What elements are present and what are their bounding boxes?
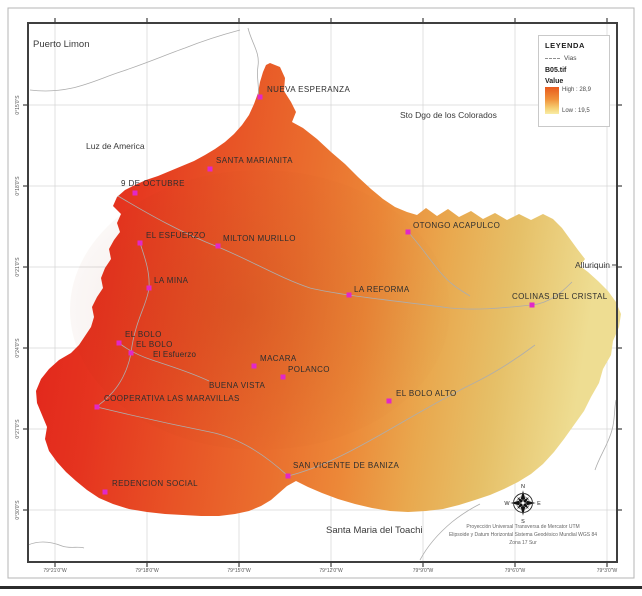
outside-label-puerto-limon: Puerto Limon xyxy=(33,39,90,50)
legend-raster-name: B05.tif xyxy=(545,67,567,74)
point-marker xyxy=(529,302,535,308)
point-marker xyxy=(280,374,286,380)
place-label: EL ESFUERZO xyxy=(146,231,206,240)
projection-line-1: Proyección Universal Transversa de Merca… xyxy=(466,524,579,530)
lat-tick-labels: 0°15'0"S 0°18'0"S 0°21'0"S 0°24'0"S 0°27… xyxy=(15,95,21,520)
lon-tick: 79°3'0"W xyxy=(597,568,618,574)
legend-value-label: Value xyxy=(545,78,564,85)
lon-tick: 79°21'0"W xyxy=(43,568,67,574)
outer-border xyxy=(7,7,635,579)
compass-n-label: N xyxy=(521,484,525,490)
projection-note: Proyección Universal Transversa de Merca… xyxy=(449,524,597,546)
raster-region xyxy=(36,63,621,516)
place-label: SAN VICENTE DE BANIZA xyxy=(293,461,399,470)
place-label: El Esfuerzo xyxy=(153,350,196,359)
outside-label-sto-dgo: Sto Dgo de los Colorados xyxy=(400,110,497,120)
place-label: EL BOLO xyxy=(136,340,173,349)
point-marker xyxy=(128,350,134,356)
place-label: MACARA xyxy=(260,354,297,363)
point-marker xyxy=(346,292,352,298)
lat-tick: 0°24'0"S xyxy=(15,338,21,358)
outside-label-luz-de-america: Luz de America xyxy=(86,141,145,151)
lon-tick: 79°18'0"W xyxy=(135,568,159,574)
lat-tick: 0°27'0"S xyxy=(15,419,21,439)
outside-label-alluriquin: Alluriquin xyxy=(575,260,610,270)
place-label: REDENCION SOCIAL xyxy=(112,479,198,488)
point-markers xyxy=(94,94,535,495)
place-label: LA REFORMA xyxy=(354,285,410,294)
compass-s-label: S xyxy=(521,519,525,525)
projection-line-3: Zona 17 Sur xyxy=(509,540,537,546)
lon-tick: 79°12'0"W xyxy=(319,568,343,574)
place-label: COLINAS DEL CRISTAL xyxy=(512,292,608,301)
raster-gradient-swatch xyxy=(545,87,559,114)
frame-ticks xyxy=(23,18,622,567)
point-marker xyxy=(215,243,221,249)
point-marker xyxy=(386,398,392,404)
place-label: MILTON MURILLO xyxy=(223,234,296,243)
point-marker xyxy=(146,285,152,291)
outside-label-santa-maria: Santa Maria del Toachi xyxy=(326,525,422,536)
legend-low-label: Low : 19,5 xyxy=(562,108,590,114)
bottom-divider xyxy=(0,586,642,589)
point-marker xyxy=(405,229,411,235)
lon-tick: 79°15'0"W xyxy=(227,568,251,574)
map-frame xyxy=(27,22,618,563)
point-marker xyxy=(251,363,257,369)
place-label: 9 DE OCTUBRE xyxy=(121,179,185,188)
point-marker xyxy=(116,340,122,346)
outside-labels: Puerto Limon Sto Dgo de los Colorados Lu… xyxy=(33,39,618,536)
compass-e-label: E xyxy=(537,501,541,507)
lat-tick: 0°18'0"S xyxy=(15,176,21,196)
projection-line-2: Elipsoide y Datum Horizontal Sistema Geo… xyxy=(449,532,597,538)
lon-tick: 79°9'0"W xyxy=(413,568,434,574)
point-marker xyxy=(285,473,291,479)
legend-title: LEYENDA xyxy=(545,41,586,50)
point-marker xyxy=(94,404,100,410)
legend-vias-label: Vias xyxy=(564,55,577,62)
point-marker xyxy=(132,190,138,196)
place-labels: NUEVA ESPERANZA SANTA MARIANITA 9 DE OCT… xyxy=(104,85,608,488)
vias-line-icon xyxy=(545,58,560,59)
place-label: SANTA MARIANITA xyxy=(216,156,293,165)
place-label: LA MINA xyxy=(154,276,189,285)
point-marker xyxy=(207,166,213,172)
point-marker xyxy=(257,94,263,100)
place-label: EL BOLO xyxy=(125,330,162,339)
place-label: NUEVA ESPERANZA xyxy=(267,85,350,94)
place-label: EL BOLO ALTO xyxy=(396,389,457,398)
place-label: COOPERATIVA LAS MARAVILLAS xyxy=(104,394,240,403)
compass-w-label: W xyxy=(504,501,510,507)
legend-high-label: High : 28,9 xyxy=(562,87,592,93)
lat-tick: 0°15'0"S xyxy=(15,95,21,115)
point-marker xyxy=(102,489,108,495)
place-label: OTONGO ACAPULCO xyxy=(413,221,500,230)
place-label: BUENA VISTA xyxy=(209,381,266,390)
lat-tick: 0°30'0"S xyxy=(15,500,21,520)
place-label: POLANCO xyxy=(288,365,330,374)
lon-tick-labels: 79°21'0"W 79°18'0"W 79°15'0"W 79°12'0"W … xyxy=(43,568,617,574)
legend-panel: LEYENDA Vias B05.tif Value High : 28,9 L… xyxy=(538,35,610,127)
lat-tick: 0°21'0"S xyxy=(15,257,21,277)
point-marker xyxy=(137,240,143,246)
lon-tick: 79°6'0"W xyxy=(505,568,526,574)
compass-rose: N E S W xyxy=(504,484,541,525)
